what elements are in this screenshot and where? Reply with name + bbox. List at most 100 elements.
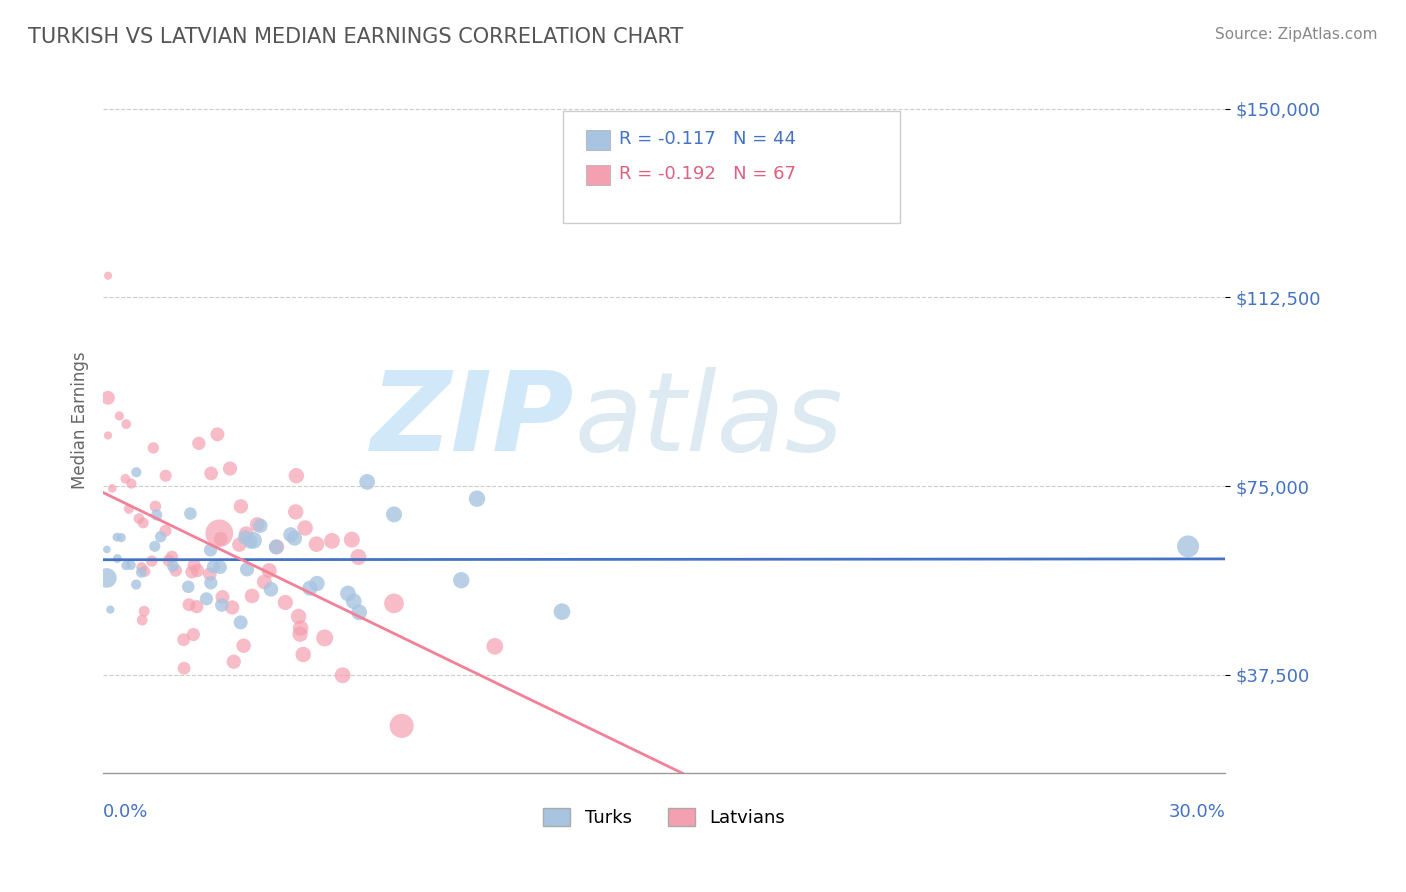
Point <box>96 571 118 585</box>
Point <box>177 580 200 594</box>
Point <box>264 540 287 554</box>
Point <box>211 590 233 604</box>
Point <box>186 564 208 578</box>
Point <box>236 562 259 576</box>
Point <box>219 461 242 475</box>
Point <box>132 516 155 530</box>
Point <box>183 627 205 641</box>
Point <box>145 508 167 522</box>
Point <box>242 533 264 548</box>
FancyBboxPatch shape <box>564 111 900 224</box>
Point <box>287 609 309 624</box>
Point <box>340 533 363 547</box>
Point <box>257 564 280 578</box>
Text: ZIP: ZIP <box>371 368 575 475</box>
Point <box>96 542 118 557</box>
Point <box>246 517 269 532</box>
Text: TURKISH VS LATVIAN MEDIAN EARNINGS CORRELATION CHART: TURKISH VS LATVIAN MEDIAN EARNINGS CORRE… <box>28 27 683 46</box>
Point <box>280 527 302 541</box>
Point <box>336 586 359 600</box>
Point <box>200 575 222 590</box>
Point <box>382 508 405 522</box>
Point <box>211 598 233 612</box>
Point <box>142 441 165 455</box>
Point <box>347 605 370 619</box>
Point <box>183 558 205 573</box>
Legend: Turks, Latvians: Turks, Latvians <box>536 800 793 834</box>
Point <box>155 524 177 538</box>
Point <box>1177 540 1199 554</box>
Point <box>274 595 297 609</box>
Point <box>114 472 136 486</box>
Point <box>239 534 262 549</box>
Point <box>332 668 354 682</box>
Point <box>208 526 231 541</box>
Y-axis label: Median Earnings: Median Earnings <box>72 351 89 490</box>
Point <box>97 428 120 442</box>
Point <box>105 530 128 544</box>
Point <box>347 549 370 564</box>
Bar <box>586 165 610 185</box>
Point <box>110 531 132 545</box>
Point <box>108 409 131 423</box>
Point <box>232 639 254 653</box>
Point <box>233 530 256 544</box>
Point <box>115 558 138 573</box>
Point <box>382 596 405 610</box>
Point <box>343 594 366 608</box>
Point <box>97 268 120 283</box>
Point <box>314 631 336 645</box>
Point <box>165 564 187 578</box>
Point <box>200 542 222 557</box>
Point <box>131 560 153 574</box>
Point <box>98 602 121 616</box>
Point <box>298 581 321 595</box>
Point <box>228 538 250 552</box>
Point <box>235 526 257 541</box>
Point <box>134 565 156 579</box>
Point <box>180 565 202 579</box>
Point <box>115 417 138 431</box>
Point <box>129 566 152 580</box>
Point <box>187 436 209 450</box>
Point <box>285 468 308 483</box>
Point <box>198 567 221 582</box>
Point <box>143 539 166 553</box>
Point <box>222 655 245 669</box>
Point <box>356 475 378 489</box>
Point <box>294 521 316 535</box>
Point <box>173 661 195 675</box>
Point <box>97 391 120 405</box>
Point <box>240 589 263 603</box>
Text: atlas: atlas <box>575 368 844 475</box>
Point <box>229 500 252 514</box>
Point <box>305 576 328 591</box>
Point <box>292 648 315 662</box>
Point <box>321 533 343 548</box>
Point <box>391 719 413 733</box>
Point <box>141 554 163 568</box>
Point <box>288 627 311 641</box>
Point <box>266 540 288 554</box>
Point <box>105 551 128 566</box>
Point <box>207 427 229 442</box>
Point <box>551 605 574 619</box>
Bar <box>586 130 610 150</box>
Point <box>484 640 506 654</box>
Point <box>200 467 222 481</box>
Point <box>229 615 252 630</box>
Point <box>162 559 184 574</box>
Point <box>155 468 177 483</box>
Point <box>177 598 200 612</box>
Point <box>160 549 183 564</box>
Point <box>209 560 232 574</box>
Point <box>253 574 276 589</box>
Point <box>249 518 271 533</box>
Point <box>209 532 232 546</box>
Point <box>125 465 148 479</box>
Text: 30.0%: 30.0% <box>1168 803 1226 821</box>
Point <box>221 600 243 615</box>
Point <box>195 591 218 606</box>
Point <box>157 554 180 568</box>
Point <box>284 531 307 545</box>
